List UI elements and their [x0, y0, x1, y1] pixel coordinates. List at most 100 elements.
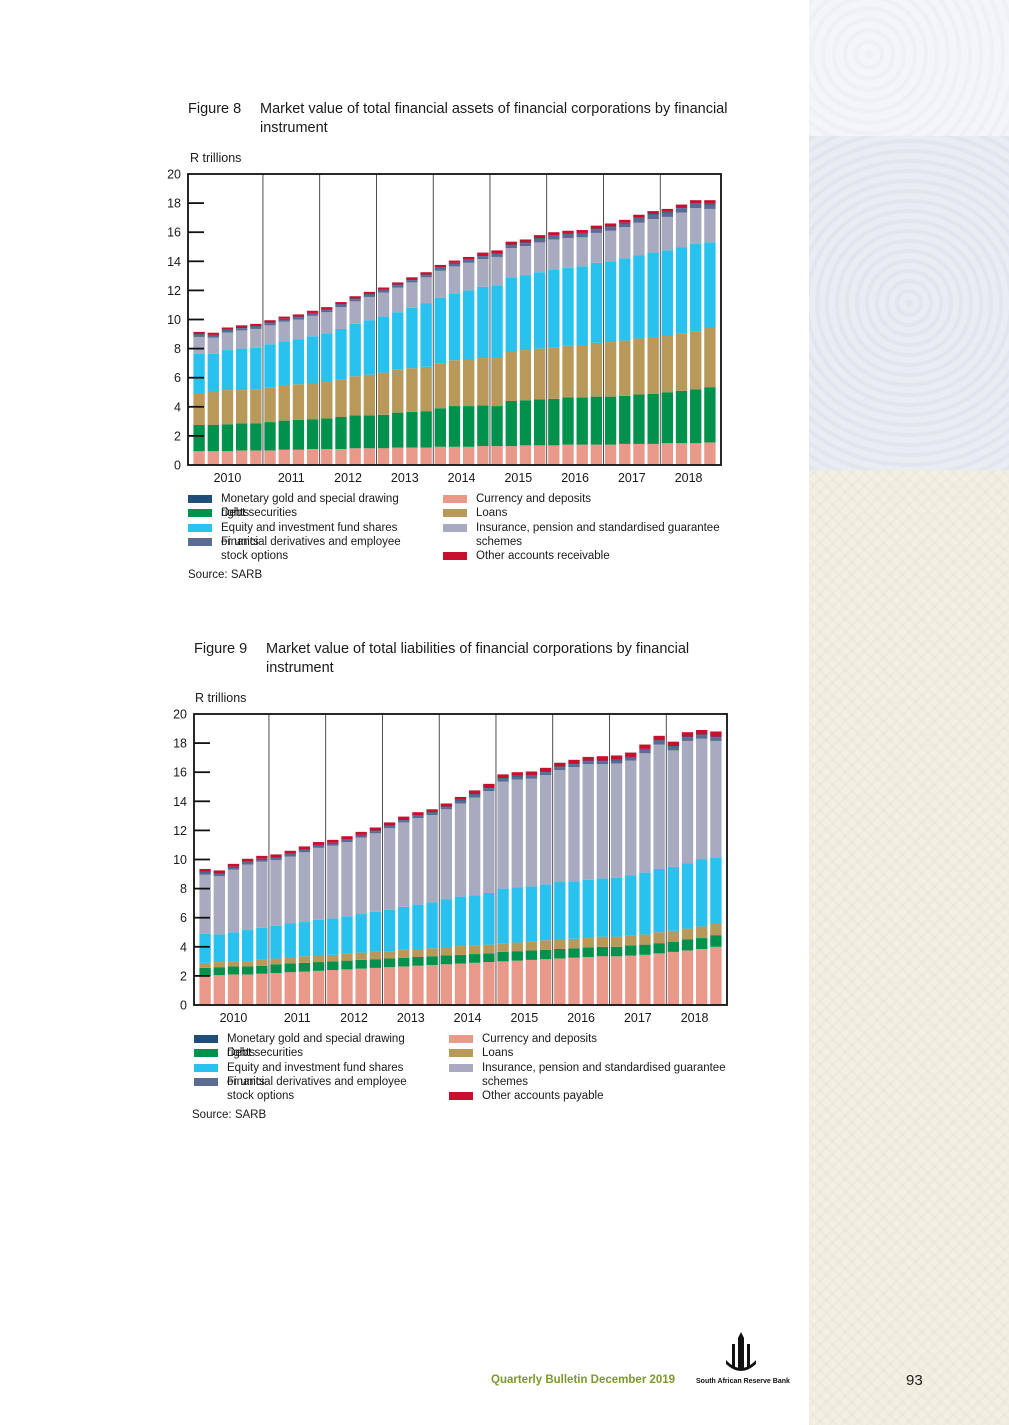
bar-segment [469, 954, 481, 963]
bar-segment [610, 755, 623, 760]
bar-segment [681, 950, 694, 1005]
bar-segment [278, 384, 290, 421]
bar-segment [448, 260, 461, 263]
y-tick-label: 2 [174, 429, 181, 443]
bar-segment [235, 390, 248, 424]
bar-segment [681, 939, 694, 951]
bar-segment [412, 812, 424, 816]
bar-segment [562, 444, 574, 465]
bar-segment [533, 238, 546, 243]
bar-segment [327, 839, 339, 843]
bar-segment [321, 307, 333, 310]
bar-segment [377, 316, 390, 373]
bar-segment [264, 323, 276, 326]
bar-segment [554, 948, 566, 959]
bar-segment [675, 204, 688, 208]
bar-segment [250, 450, 262, 465]
bar-segment [256, 965, 268, 974]
bar-segment [349, 323, 361, 377]
x-tick-label: 2017 [624, 1011, 652, 1025]
bar-segment [335, 416, 347, 449]
bar-segment [363, 294, 376, 297]
bar-segment [193, 334, 205, 337]
bar-segment [568, 763, 580, 765]
bar-segment [193, 331, 205, 335]
y-tick-label: 12 [167, 284, 181, 298]
figure-title-text: Market value of total liabilities of fin… [266, 641, 690, 676]
bar-segment [256, 859, 268, 862]
bar-segment [383, 826, 396, 829]
bar-segment [355, 834, 367, 836]
bar-segment [355, 952, 367, 960]
y-tick-label: 8 [174, 342, 181, 356]
bar-segment [511, 951, 523, 961]
bar-segment [610, 946, 623, 957]
bar-segment [525, 775, 538, 779]
bar-segment [312, 844, 325, 846]
bar-segment [369, 911, 382, 952]
bar-segment [278, 319, 290, 322]
bar-segment [582, 761, 594, 765]
bar-segment [392, 312, 404, 370]
bar-segment [327, 842, 339, 844]
bar-segment [306, 336, 319, 384]
bar-segment [704, 327, 716, 388]
bar-segment [440, 809, 452, 900]
bar-segment [235, 327, 248, 329]
page-number: 93 [906, 1372, 923, 1389]
bar-segment [639, 934, 651, 945]
bar-segment [596, 956, 609, 1005]
bar-segment [369, 830, 382, 832]
bar-segment [221, 327, 234, 330]
x-tick-label: 2011 [284, 1011, 311, 1025]
legend-label: Financial derivatives and employee stock… [221, 535, 401, 563]
bar-segment [619, 258, 631, 341]
bar-segment [710, 740, 722, 858]
y-tick-label: 8 [180, 882, 187, 896]
bar-segment [525, 778, 538, 887]
bar-segment [519, 242, 532, 244]
bar-segment [675, 443, 688, 465]
bar-segment [690, 331, 702, 390]
bar-segment [610, 877, 623, 937]
y-tick-label: 20 [173, 708, 187, 722]
bar-segment [511, 779, 523, 888]
bar-segment [661, 443, 674, 465]
bar-segment [690, 203, 702, 209]
x-tick-label: 2010 [214, 471, 242, 485]
bar-segment [270, 857, 282, 859]
bar-segment [633, 222, 645, 256]
bar-segment [235, 330, 248, 349]
x-tick-label: 2015 [504, 471, 532, 485]
bar-segment [483, 962, 495, 1005]
bar-segment [377, 414, 390, 449]
bar-segment [440, 947, 452, 956]
y-tick-label: 4 [174, 400, 181, 414]
legend-swatch [194, 1035, 218, 1043]
bar-segment [383, 951, 396, 959]
bar-segment [398, 816, 410, 820]
bar-segment [341, 836, 353, 840]
bar-segment [633, 443, 645, 465]
bar-segment [625, 752, 637, 757]
bar-segment [681, 736, 694, 738]
bar-segment [619, 227, 631, 259]
publication-title: Quarterly Bulletin December 2019 [491, 1374, 676, 1386]
legend-label: Debt securities [221, 507, 298, 520]
bar-segment [321, 449, 333, 465]
bar-segment [383, 828, 396, 910]
bar-segment [420, 275, 432, 278]
bar-segment [696, 926, 708, 939]
chart-source: Source: SARB [192, 1109, 267, 1121]
bar-segment [377, 292, 390, 317]
bar-segment [270, 858, 282, 861]
bar-segment [604, 230, 617, 262]
legend-label: Debt securities [227, 1047, 304, 1060]
bar-segment [554, 767, 566, 771]
bar-segment [250, 326, 262, 327]
bar-segment [667, 941, 680, 952]
bar-segment [312, 845, 325, 848]
bar-segment [562, 345, 574, 398]
bar-segment [653, 740, 665, 741]
bar-segment [278, 316, 290, 319]
